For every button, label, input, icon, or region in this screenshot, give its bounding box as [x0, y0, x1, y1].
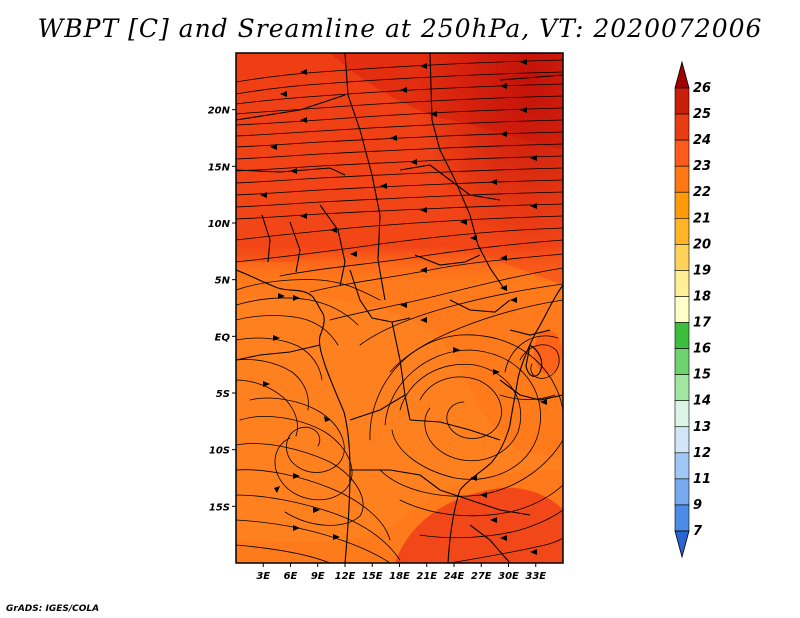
- colorbar-segment: [674, 504, 690, 532]
- colorbar-segment: [674, 374, 690, 402]
- lon-tick-label: 27E: [471, 571, 492, 582]
- political-borders: [236, 53, 563, 563]
- colorbar-segment: [674, 400, 690, 428]
- axis-ticks: 3E 6E 9E 12E 15E 18E 21E 24E 27E 30E 33E 20N 15N 10N 5…: [208, 106, 547, 582]
- colorbar-bottom-arrow: [674, 530, 690, 559]
- colorbar-label: 12: [693, 446, 711, 461]
- colorbar-label: 14: [693, 394, 711, 409]
- lat-tick-label: 5N: [215, 276, 231, 287]
- lon-tick-label: 3E: [256, 571, 270, 582]
- colorbar-label: 19: [693, 263, 711, 278]
- colorbar-label: 26: [693, 81, 711, 96]
- colorbar-label: 24: [693, 133, 711, 148]
- warm-spot-lake: [534, 330, 562, 374]
- colorbar-segment: [674, 87, 690, 115]
- lon-tick-label: 24E: [444, 571, 465, 582]
- colorbar-segment: [674, 191, 690, 219]
- lat-tick-label: 10N: [208, 219, 231, 230]
- colorbar-label: 22: [693, 185, 711, 200]
- lat-tick-label: EQ: [215, 332, 231, 343]
- colorbar-segment: [674, 322, 690, 349]
- colorbar-label: 15: [693, 368, 711, 383]
- lat-tick-label: 10S: [209, 446, 230, 457]
- colorbar-segment: [674, 113, 690, 141]
- lon-tick-label: 9E: [311, 571, 325, 582]
- colorbar-segment: [674, 165, 690, 193]
- map-title: WBPT [C] and Sreamline at 250hPa, VT: 20…: [37, 14, 763, 43]
- lon-tick-label: 12E: [335, 571, 356, 582]
- lon-tick-label: 21E: [416, 571, 437, 582]
- colorbar-segment: [674, 452, 690, 480]
- streamlines: [236, 59, 563, 563]
- colorbar-segment: [674, 478, 690, 506]
- colorbar-label: 20: [693, 237, 711, 252]
- colorbar-label: 7: [693, 524, 703, 539]
- lon-tick-label: 6E: [284, 571, 298, 582]
- colorbar: 26 25 24 23 22 21 20 19 18 17 16 15 14 13 12 11 9 7: [674, 60, 712, 559]
- plot-area: 3E 6E 9E 12E 15E 18E 21E 24E 27E 30E 33E 20N 15N 10N 5…: [208, 52, 564, 582]
- lon-tick-label: 30E: [498, 571, 519, 582]
- colorbar-label: 21: [693, 211, 711, 226]
- colorbar-label: 23: [693, 159, 711, 174]
- colorbar-segment: [674, 139, 690, 167]
- colorbar-segment: [674, 296, 690, 323]
- colorbar-label: 16: [693, 342, 711, 357]
- grads-credit: GrADS: IGES/COLA: [6, 604, 100, 614]
- colorbar-segment: [674, 217, 690, 245]
- colorbar-label: 18: [693, 289, 711, 304]
- colorbar-segment: [674, 426, 690, 454]
- colorbar-label: 13: [693, 420, 711, 435]
- cooler-zone-central: [236, 296, 563, 542]
- lat-tick-label: 5S: [216, 389, 230, 400]
- colorbar-segment: [674, 244, 690, 271]
- colorbar-label: 9: [693, 498, 702, 513]
- lon-tick-label: 15E: [362, 571, 383, 582]
- lat-tick-label: 20N: [208, 106, 231, 117]
- colorbar-label: 25: [693, 107, 711, 122]
- lon-tick-label: 33E: [525, 571, 546, 582]
- warm-zone-south: [395, 487, 563, 563]
- colorbar-top-arrow: [674, 60, 690, 89]
- colorbar-label: 11: [693, 472, 711, 487]
- colorbar-segment: [674, 270, 690, 297]
- streamline-arrows: [260, 59, 547, 555]
- lat-tick-label: 15S: [209, 502, 230, 513]
- colorbar-label: 17: [693, 316, 712, 331]
- colorbar-segment: [674, 348, 690, 375]
- lon-tick-label: 18E: [389, 571, 410, 582]
- lat-tick-label: 15N: [208, 162, 231, 173]
